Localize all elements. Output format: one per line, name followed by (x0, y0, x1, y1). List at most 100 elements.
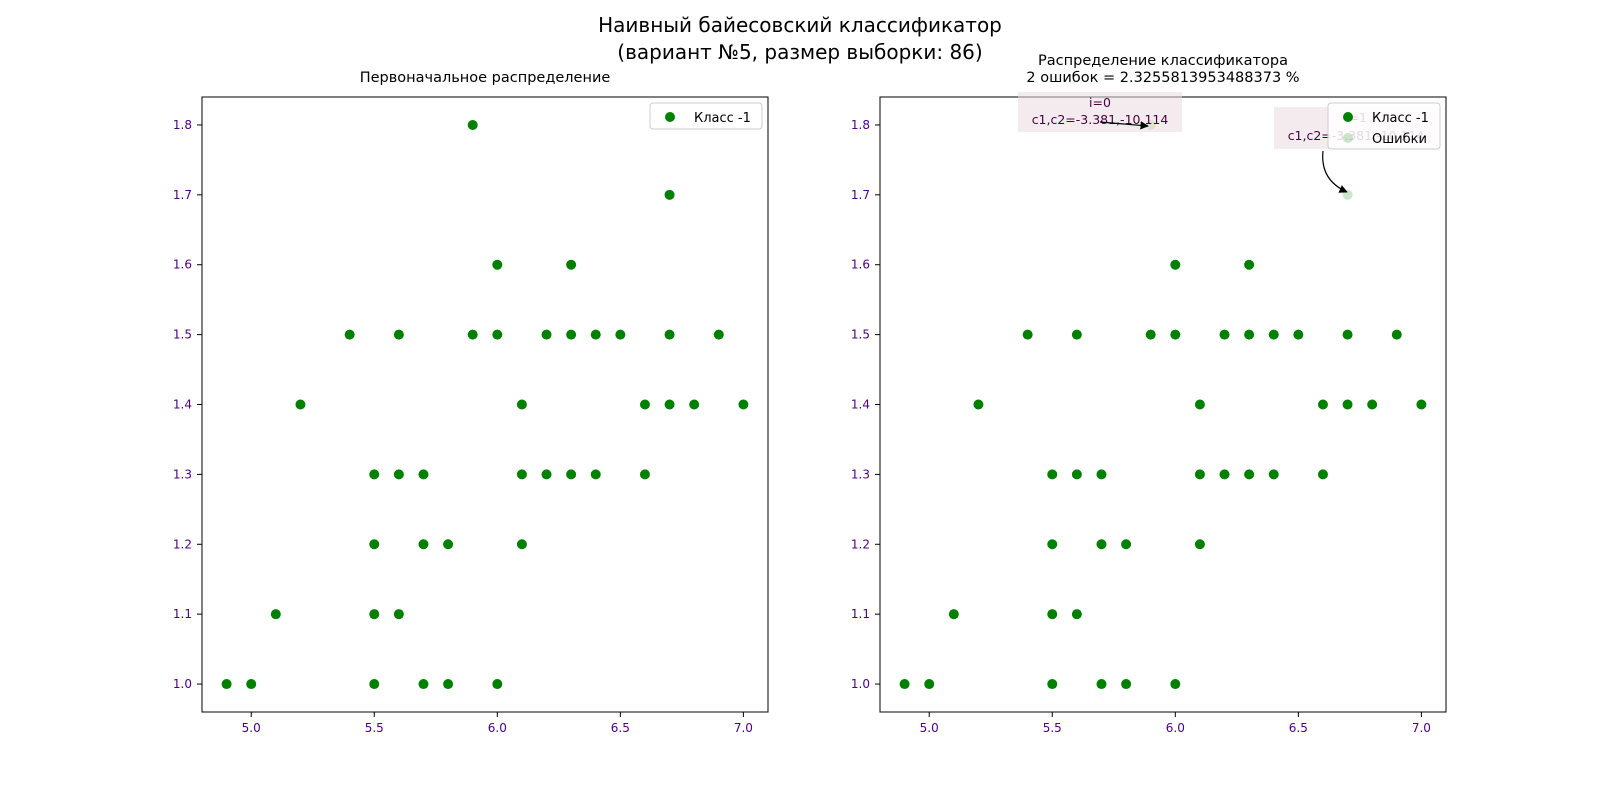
data-point (492, 679, 503, 690)
data-point (1170, 259, 1181, 270)
y-tick-label: 1.8 (851, 118, 870, 132)
data-point (467, 329, 478, 340)
axes-frame (879, 96, 1447, 713)
data-point (369, 469, 380, 480)
data-point (1170, 679, 1181, 690)
data-point (443, 679, 454, 690)
data-point (516, 539, 527, 550)
data-point (393, 329, 404, 340)
annotation-values: c1,c2=-3.381,-10.114 (1032, 112, 1169, 127)
data-point (566, 329, 577, 340)
data-point (1170, 329, 1181, 340)
data-point (1047, 469, 1058, 480)
data-point (924, 679, 935, 690)
x-tick-label: 5.5 (365, 721, 384, 735)
axes-title: Первоначальное распределение (360, 70, 611, 86)
x-tick-label: 5.5 (1043, 721, 1062, 735)
data-point (516, 469, 527, 480)
figure-subtitle: (вариант №5, размер выборки: 86) (617, 40, 983, 64)
data-point (1342, 399, 1353, 410)
data-point (1071, 609, 1082, 620)
data-point (1367, 399, 1378, 410)
data-point (369, 679, 380, 690)
legend-frame (649, 102, 763, 130)
legend: Класс -1 Ошибки (1327, 102, 1441, 150)
x-tick-label: 6.5 (611, 721, 630, 735)
data-point (369, 539, 380, 550)
data-point (639, 399, 650, 410)
y-tick-label: 1.6 (173, 258, 192, 272)
axes-subtitle: 2 ошибок = 2.3255813953488373 % (1026, 70, 1299, 86)
legend-label: Класс -1 (1372, 111, 1429, 126)
data-point (467, 119, 478, 130)
y-tick-label: 1.0 (851, 677, 870, 691)
data-point (1391, 329, 1402, 340)
y-tick-label: 1.3 (173, 467, 192, 481)
data-point (1194, 539, 1205, 550)
data-point (1145, 329, 1156, 340)
axes-title: Распределение классификатора (1038, 53, 1288, 69)
x-tick-label: 5.0 (242, 721, 261, 735)
y-tick-label: 1.1 (173, 607, 192, 621)
x-tick-label: 5.0 (920, 721, 939, 735)
data-point (1268, 329, 1279, 340)
data-point (369, 609, 380, 620)
data-point (1342, 329, 1353, 340)
data-point (899, 679, 910, 690)
data-point (1071, 469, 1082, 480)
data-point (1244, 469, 1255, 480)
y-tick-label: 1.8 (173, 118, 192, 132)
x-tick-label: 7.0 (734, 721, 753, 735)
data-point (541, 329, 552, 340)
data-point (713, 329, 724, 340)
data-point (1268, 469, 1279, 480)
y-tick-label: 1.1 (851, 607, 870, 621)
data-point (1121, 539, 1132, 550)
data-point (1194, 469, 1205, 480)
axes-frame (201, 96, 769, 713)
annotation-arrow (1322, 150, 1348, 193)
data-point (664, 329, 675, 340)
annotation-arrow (1099, 121, 1149, 130)
legend-marker (665, 112, 675, 122)
data-point (246, 679, 257, 690)
x-tick-label: 7.0 (1412, 721, 1431, 735)
legend-label: Ошибки (1372, 132, 1427, 147)
data-point (344, 329, 355, 340)
data-point (639, 469, 650, 480)
y-tick-label: 1.4 (851, 398, 870, 412)
y-tick-label: 1.5 (173, 328, 192, 342)
x-tick-label: 6.0 (488, 721, 507, 735)
data-point (393, 609, 404, 620)
data-point (664, 399, 675, 410)
y-tick-label: 1.6 (851, 258, 870, 272)
annotation-index: i=0 (1089, 95, 1111, 110)
y-tick-label: 1.2 (173, 537, 192, 551)
legend: Класс -1 (649, 102, 763, 130)
data-point (1317, 469, 1328, 480)
data-point (418, 679, 429, 690)
data-point (1244, 329, 1255, 340)
data-point (1047, 679, 1058, 690)
data-point (393, 469, 404, 480)
data-point (492, 329, 503, 340)
data-point (1047, 609, 1058, 620)
data-point (516, 399, 527, 410)
data-point (1047, 539, 1058, 550)
data-point (664, 189, 675, 200)
annotation-0: i=0 c1,c2=-3.381,-10.114 (1018, 92, 1182, 132)
annotation-box (1018, 92, 1182, 132)
data-point (541, 469, 552, 480)
data-point (1219, 469, 1230, 480)
error-point (1342, 189, 1353, 200)
data-point (221, 679, 232, 690)
data-point (1293, 329, 1304, 340)
data-point (1317, 399, 1328, 410)
data-point (1096, 539, 1107, 550)
y-tick-label: 1.7 (851, 188, 870, 202)
data-point (689, 399, 700, 410)
y-tick-label: 1.5 (851, 328, 870, 342)
data-point (948, 609, 959, 620)
